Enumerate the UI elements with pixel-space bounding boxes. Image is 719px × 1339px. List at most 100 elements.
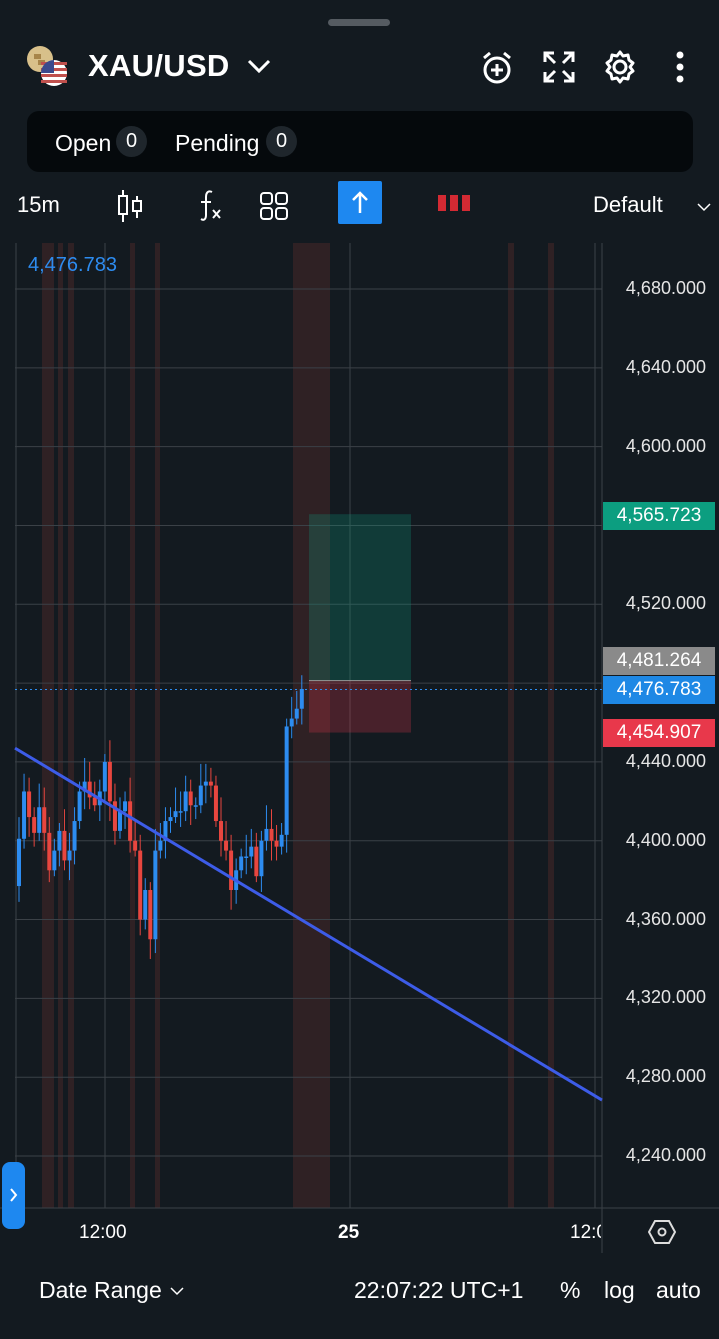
candle	[138, 850, 143, 920]
candle	[229, 850, 234, 891]
date-range-button[interactable]: Date Range	[39, 1277, 162, 1303]
log-toggle[interactable]: log	[604, 1277, 635, 1303]
candle	[52, 850, 57, 871]
candle	[32, 817, 37, 833]
gold-usd-flag-icon	[26, 45, 70, 89]
candle	[67, 850, 72, 861]
y-tick: 4,320.000	[625, 987, 706, 1008]
drag-handle[interactable]	[328, 19, 390, 26]
candle	[128, 801, 133, 841]
chevron-down-icon[interactable]	[246, 56, 272, 81]
template-selector[interactable]: Default	[593, 192, 663, 217]
candle	[92, 797, 97, 806]
candle	[148, 890, 153, 940]
take-profit-zone	[309, 514, 411, 681]
candle	[244, 856, 249, 859]
volume-bars-icon[interactable]	[438, 195, 470, 216]
pending-tab[interactable]: Pending	[175, 130, 260, 156]
candle	[102, 761, 107, 792]
candle	[198, 785, 203, 806]
y-tick: 4,400.000	[625, 829, 706, 850]
session-band	[42, 243, 54, 1208]
y-tick: 4,360.000	[625, 908, 706, 929]
chevron-down-icon[interactable]	[696, 200, 712, 218]
y-tick: 4,520.000	[625, 593, 706, 614]
crosshair-price: 4,476.783	[28, 254, 117, 276]
symbol-title[interactable]: XAU/USD	[88, 48, 230, 83]
session-band	[508, 243, 514, 1208]
session-band	[130, 243, 135, 1208]
candle	[264, 828, 269, 841]
candle	[42, 807, 47, 833]
candle	[224, 840, 229, 851]
candle	[274, 840, 279, 847]
candle	[168, 817, 173, 822]
open-tab[interactable]: Open	[55, 130, 112, 156]
candle	[173, 811, 178, 818]
candle	[213, 785, 218, 822]
candle	[133, 840, 138, 851]
percent-toggle[interactable]: %	[560, 1277, 581, 1303]
y-tick: 4,640.000	[625, 356, 706, 377]
candle	[143, 890, 148, 920]
side-panel-toggle[interactable]	[2, 1162, 25, 1229]
candle	[112, 801, 117, 831]
candle	[123, 801, 128, 812]
candle	[22, 791, 27, 839]
candle	[163, 821, 168, 841]
arrow-up-icon[interactable]	[338, 181, 382, 224]
session-band	[293, 243, 330, 1208]
candle	[183, 791, 188, 812]
chevron-down-icon[interactable]	[169, 1284, 185, 1302]
function-icon[interactable]	[196, 188, 224, 229]
session-band	[548, 243, 554, 1208]
stop-loss-tag[interactable]: 4,454.907	[603, 719, 715, 747]
open-count-badge: 0	[116, 126, 147, 157]
candle	[249, 846, 254, 857]
candle	[82, 781, 87, 792]
gear-icon[interactable]	[602, 49, 638, 90]
fullscreen-icon[interactable]	[542, 50, 576, 89]
candle	[284, 726, 289, 835]
session-band	[68, 243, 74, 1208]
candle	[158, 840, 163, 851]
candle	[62, 830, 67, 861]
session-band	[155, 243, 160, 1208]
take-profit-tag[interactable]: 4,565.723	[603, 502, 715, 530]
candle	[259, 840, 264, 877]
candle	[269, 828, 274, 841]
candle	[118, 811, 122, 831]
candle	[279, 834, 284, 847]
candle	[87, 781, 92, 798]
candle	[203, 781, 208, 786]
candle	[107, 761, 112, 802]
hexagon-settings-icon[interactable]	[647, 1219, 677, 1250]
stop-loss-zone	[309, 680, 411, 733]
candle	[153, 850, 158, 940]
x-tick: 12:00	[79, 1222, 127, 1243]
y-tick: 4,240.000	[625, 1145, 706, 1166]
more-vertical-icon[interactable]	[674, 50, 686, 89]
trendline	[14, 746, 603, 1102]
y-tick: 4,600.000	[625, 435, 706, 456]
y-tick: 4,440.000	[625, 750, 706, 771]
candle	[178, 811, 183, 813]
candle	[72, 821, 77, 851]
candle	[27, 791, 32, 818]
auto-toggle[interactable]: auto	[656, 1277, 701, 1303]
candle	[299, 689, 304, 709]
entry-price-tag[interactable]: 4,481.264	[603, 647, 715, 675]
layout-grid-icon[interactable]	[259, 191, 289, 226]
candle	[219, 821, 223, 841]
candlestick-icon[interactable]	[116, 188, 144, 229]
y-tick: 4,280.000	[625, 1066, 706, 1087]
candle	[188, 791, 193, 806]
candle	[193, 805, 198, 807]
x-tick: 25	[338, 1222, 360, 1243]
candle	[254, 846, 259, 877]
positions-bar: Open 0 Pending 0	[27, 111, 693, 172]
candle	[77, 791, 82, 822]
timeframe-selector[interactable]: 15m	[17, 192, 60, 217]
price-chart[interactable]	[0, 243, 719, 1253]
alarm-add-icon[interactable]	[480, 50, 514, 91]
